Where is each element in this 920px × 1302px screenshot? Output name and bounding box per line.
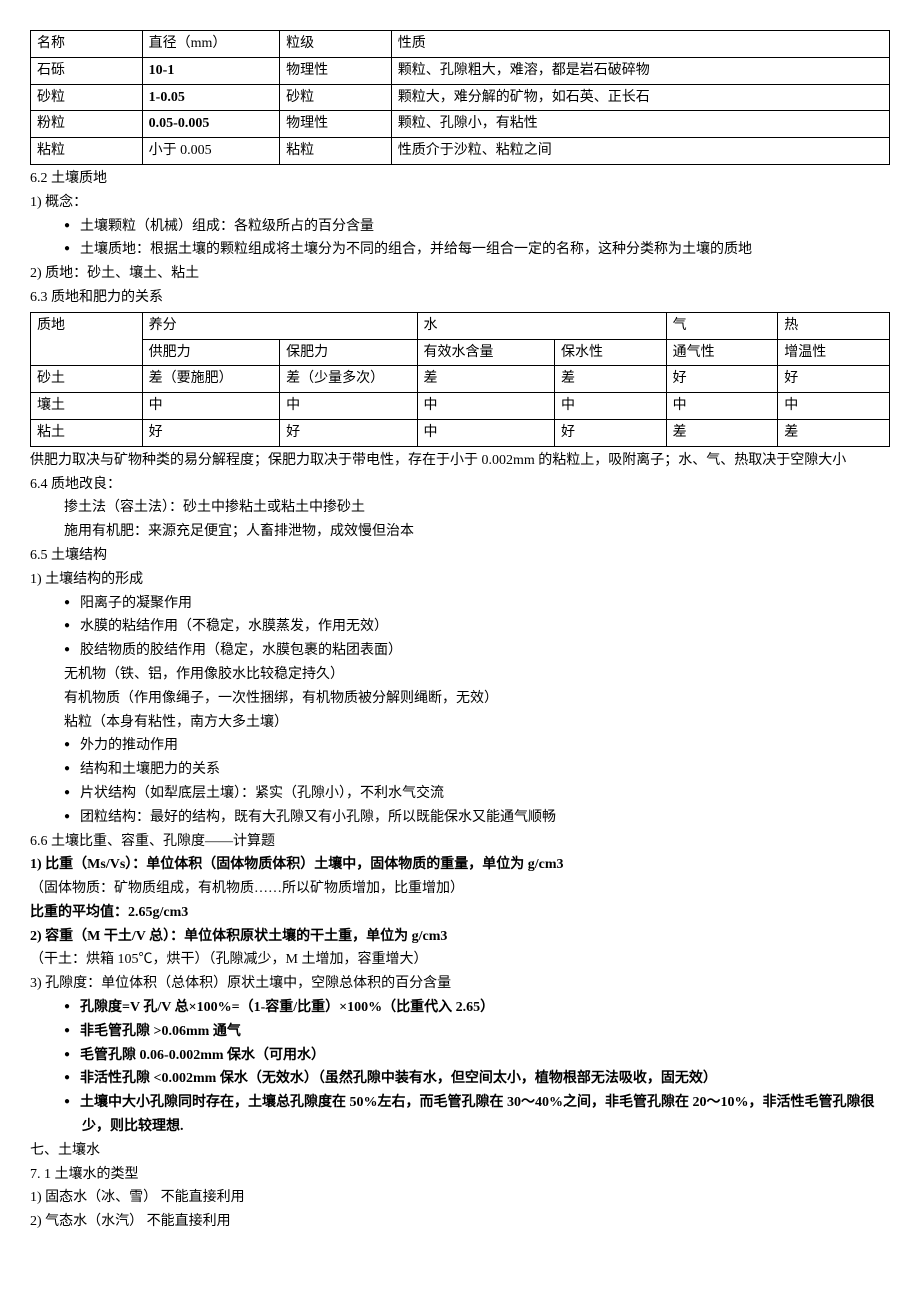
th: 水 [417, 312, 666, 339]
td: 1-0.05 [142, 84, 279, 111]
td: 砂粒 [31, 84, 143, 111]
section-6-5-title: 6.5 土壤结构 [30, 544, 890, 568]
td: 差 [417, 366, 554, 393]
th: 增温性 [778, 339, 890, 366]
th: 名称 [31, 31, 143, 58]
bullet-item: 非毛管孔隙 >0.06mm 通气 [30, 1020, 890, 1044]
note-text: 供肥力取决与矿物种类的易分解程度；保肥力取决于带电性，存在于小于 0.002mm… [30, 449, 890, 473]
td: 差 [666, 419, 778, 446]
bullet-item: 片状结构（如犁底层土壤）：紧实（孔隙小），不利水气交流 [30, 782, 890, 806]
bullet-item: 外力的推动作用 [30, 734, 890, 758]
text-line: 掺土法（容土法）：砂土中掺粘土或粘土中掺砂土 [30, 496, 890, 520]
th: 粒级 [280, 31, 392, 58]
particle-table: 名称 直径（mm） 粒级 性质 石砾 10-1 物理性 颗粒、孔隙粗大，难溶，都… [30, 30, 890, 165]
bullet-item: 土壤颗粒（机械）组成：各粒级所占的百分含量 [30, 215, 890, 239]
td: 粉粒 [31, 111, 143, 138]
td: 粘粒 [31, 138, 143, 165]
td: 0.05-0.005 [142, 111, 279, 138]
th: 性质 [391, 31, 889, 58]
th: 保肥力 [280, 339, 417, 366]
th: 质地 [31, 312, 143, 366]
bullet-item: 非活性孔隙 <0.002mm 保水（无效水）（虽然孔隙中装有水，但空间太小，植物… [30, 1067, 890, 1091]
text-line: 无机物（铁、铝，作用像胶水比较稳定持久） [30, 663, 890, 687]
td: 颗粒大，难分解的矿物，如石英、正长石 [391, 84, 889, 111]
td: 粘土 [31, 419, 143, 446]
td: 差 [778, 419, 890, 446]
th: 有效水含量 [417, 339, 554, 366]
list-item: 2) 质地：砂土、壤土、粘土 [30, 262, 890, 286]
list-item: 1) 固态水（冰、雪） 不能直接利用 [30, 1186, 890, 1210]
td: 粘粒 [280, 138, 392, 165]
td: 中 [417, 419, 554, 446]
td: 差（要施肥） [142, 366, 279, 393]
td: 中 [778, 393, 890, 420]
list-item: 3) 孔隙度：单位体积（总体积）原状土壤中，空隙总体积的百分含量 [30, 972, 890, 996]
td: 砂粒 [280, 84, 392, 111]
td: 物理性 [280, 57, 392, 84]
th: 气 [666, 312, 778, 339]
bullet-item: 孔隙度=V 孔/V 总×100%=（1-容重/比重）×100%（比重代入 2.6… [30, 996, 890, 1020]
text-line: （干土：烘箱 105℃，烘干）（孔隙减少，M 土增加，容重增大） [30, 948, 890, 972]
td: 性质介于沙粒、粘粒之间 [391, 138, 889, 165]
td: 差 [554, 366, 666, 393]
list-item: 2) 气态水（水汽） 不能直接利用 [30, 1210, 890, 1234]
td: 好 [778, 366, 890, 393]
td: 好 [280, 419, 417, 446]
bullet-item: 水膜的粘结作用（不稳定，水膜蒸发，作用无效） [30, 615, 890, 639]
th: 供肥力 [142, 339, 279, 366]
td: 颗粒、孔隙小，有粘性 [391, 111, 889, 138]
list-item: 1) 概念： [30, 191, 890, 215]
section-7-1-title: 7. 1 土壤水的类型 [30, 1163, 890, 1187]
td: 好 [554, 419, 666, 446]
td: 10-1 [142, 57, 279, 84]
td: 中 [142, 393, 279, 420]
td: 颗粒、孔隙粗大，难溶，都是岩石破碎物 [391, 57, 889, 84]
bullet-item: 土壤中大小孔隙同时存在，土壤总孔隙度在 50%左右，而毛管孔隙在 30～40%之… [30, 1091, 890, 1139]
text-line: 有机物质（作用像绳子，一次性捆绑，有机物质被分解则绳断，无效） [30, 687, 890, 711]
td: 中 [417, 393, 554, 420]
text-line: （固体物质：矿物质组成，有机物质……所以矿物质增加，比重增加） [30, 877, 890, 901]
td: 砂土 [31, 366, 143, 393]
td: 石砾 [31, 57, 143, 84]
bullet-item: 阳离子的凝聚作用 [30, 592, 890, 616]
td: 壤土 [31, 393, 143, 420]
td: 中 [666, 393, 778, 420]
th: 保水性 [554, 339, 666, 366]
th: 养分 [142, 312, 417, 339]
bullet-item: 结构和土壤肥力的关系 [30, 758, 890, 782]
td: 中 [554, 393, 666, 420]
th: 直径（mm） [142, 31, 279, 58]
bullet-item: 毛管孔隙 0.06-0.002mm 保水（可用水） [30, 1044, 890, 1068]
td: 小于 0.005 [142, 138, 279, 165]
th: 通气性 [666, 339, 778, 366]
td: 中 [280, 393, 417, 420]
section-6-4-title: 6.4 质地改良： [30, 473, 890, 497]
td: 差（少量多次） [280, 366, 417, 393]
text-line: 粘粒（本身有粘性，南方大多土壤） [30, 711, 890, 735]
bullet-item: 胶结物质的胶结作用（稳定，水膜包裹的粘团表面） [30, 639, 890, 663]
section-6-2-title: 6.2 土壤质地 [30, 167, 890, 191]
bullet-item: 土壤质地：根据土壤的颗粒组成将土壤分为不同的组合，并给每一组合一定的名称，这种分… [30, 238, 890, 262]
list-item: 2) 容重（M 干土/V 总）：单位体积原状土壤的干土重，单位为 g/cm3 [30, 925, 890, 949]
td: 好 [666, 366, 778, 393]
td: 物理性 [280, 111, 392, 138]
section-7-title: 七、土壤水 [30, 1139, 890, 1163]
list-item: 1) 土壤结构的形成 [30, 568, 890, 592]
text-line: 施用有机肥：来源充足便宜；人畜排泄物，成效慢但治本 [30, 520, 890, 544]
section-6-6-title: 6.6 土壤比重、容重、孔隙度——计算题 [30, 830, 890, 854]
list-item: 1) 比重（Ms/Vs）：单位体积（固体物质体积）土壤中，固体物质的重量，单位为… [30, 853, 890, 877]
text-line: 比重的平均值：2.65g/cm3 [30, 901, 890, 925]
bullet-item: 团粒结构：最好的结构，既有大孔隙又有小孔隙，所以既能保水又能通气顺畅 [30, 806, 890, 830]
th: 热 [778, 312, 890, 339]
td: 好 [142, 419, 279, 446]
section-6-3-title: 6.3 质地和肥力的关系 [30, 286, 890, 310]
texture-table: 质地 养分 水 气 热 供肥力 保肥力 有效水含量 保水性 通气性 增温性 砂土… [30, 312, 890, 447]
